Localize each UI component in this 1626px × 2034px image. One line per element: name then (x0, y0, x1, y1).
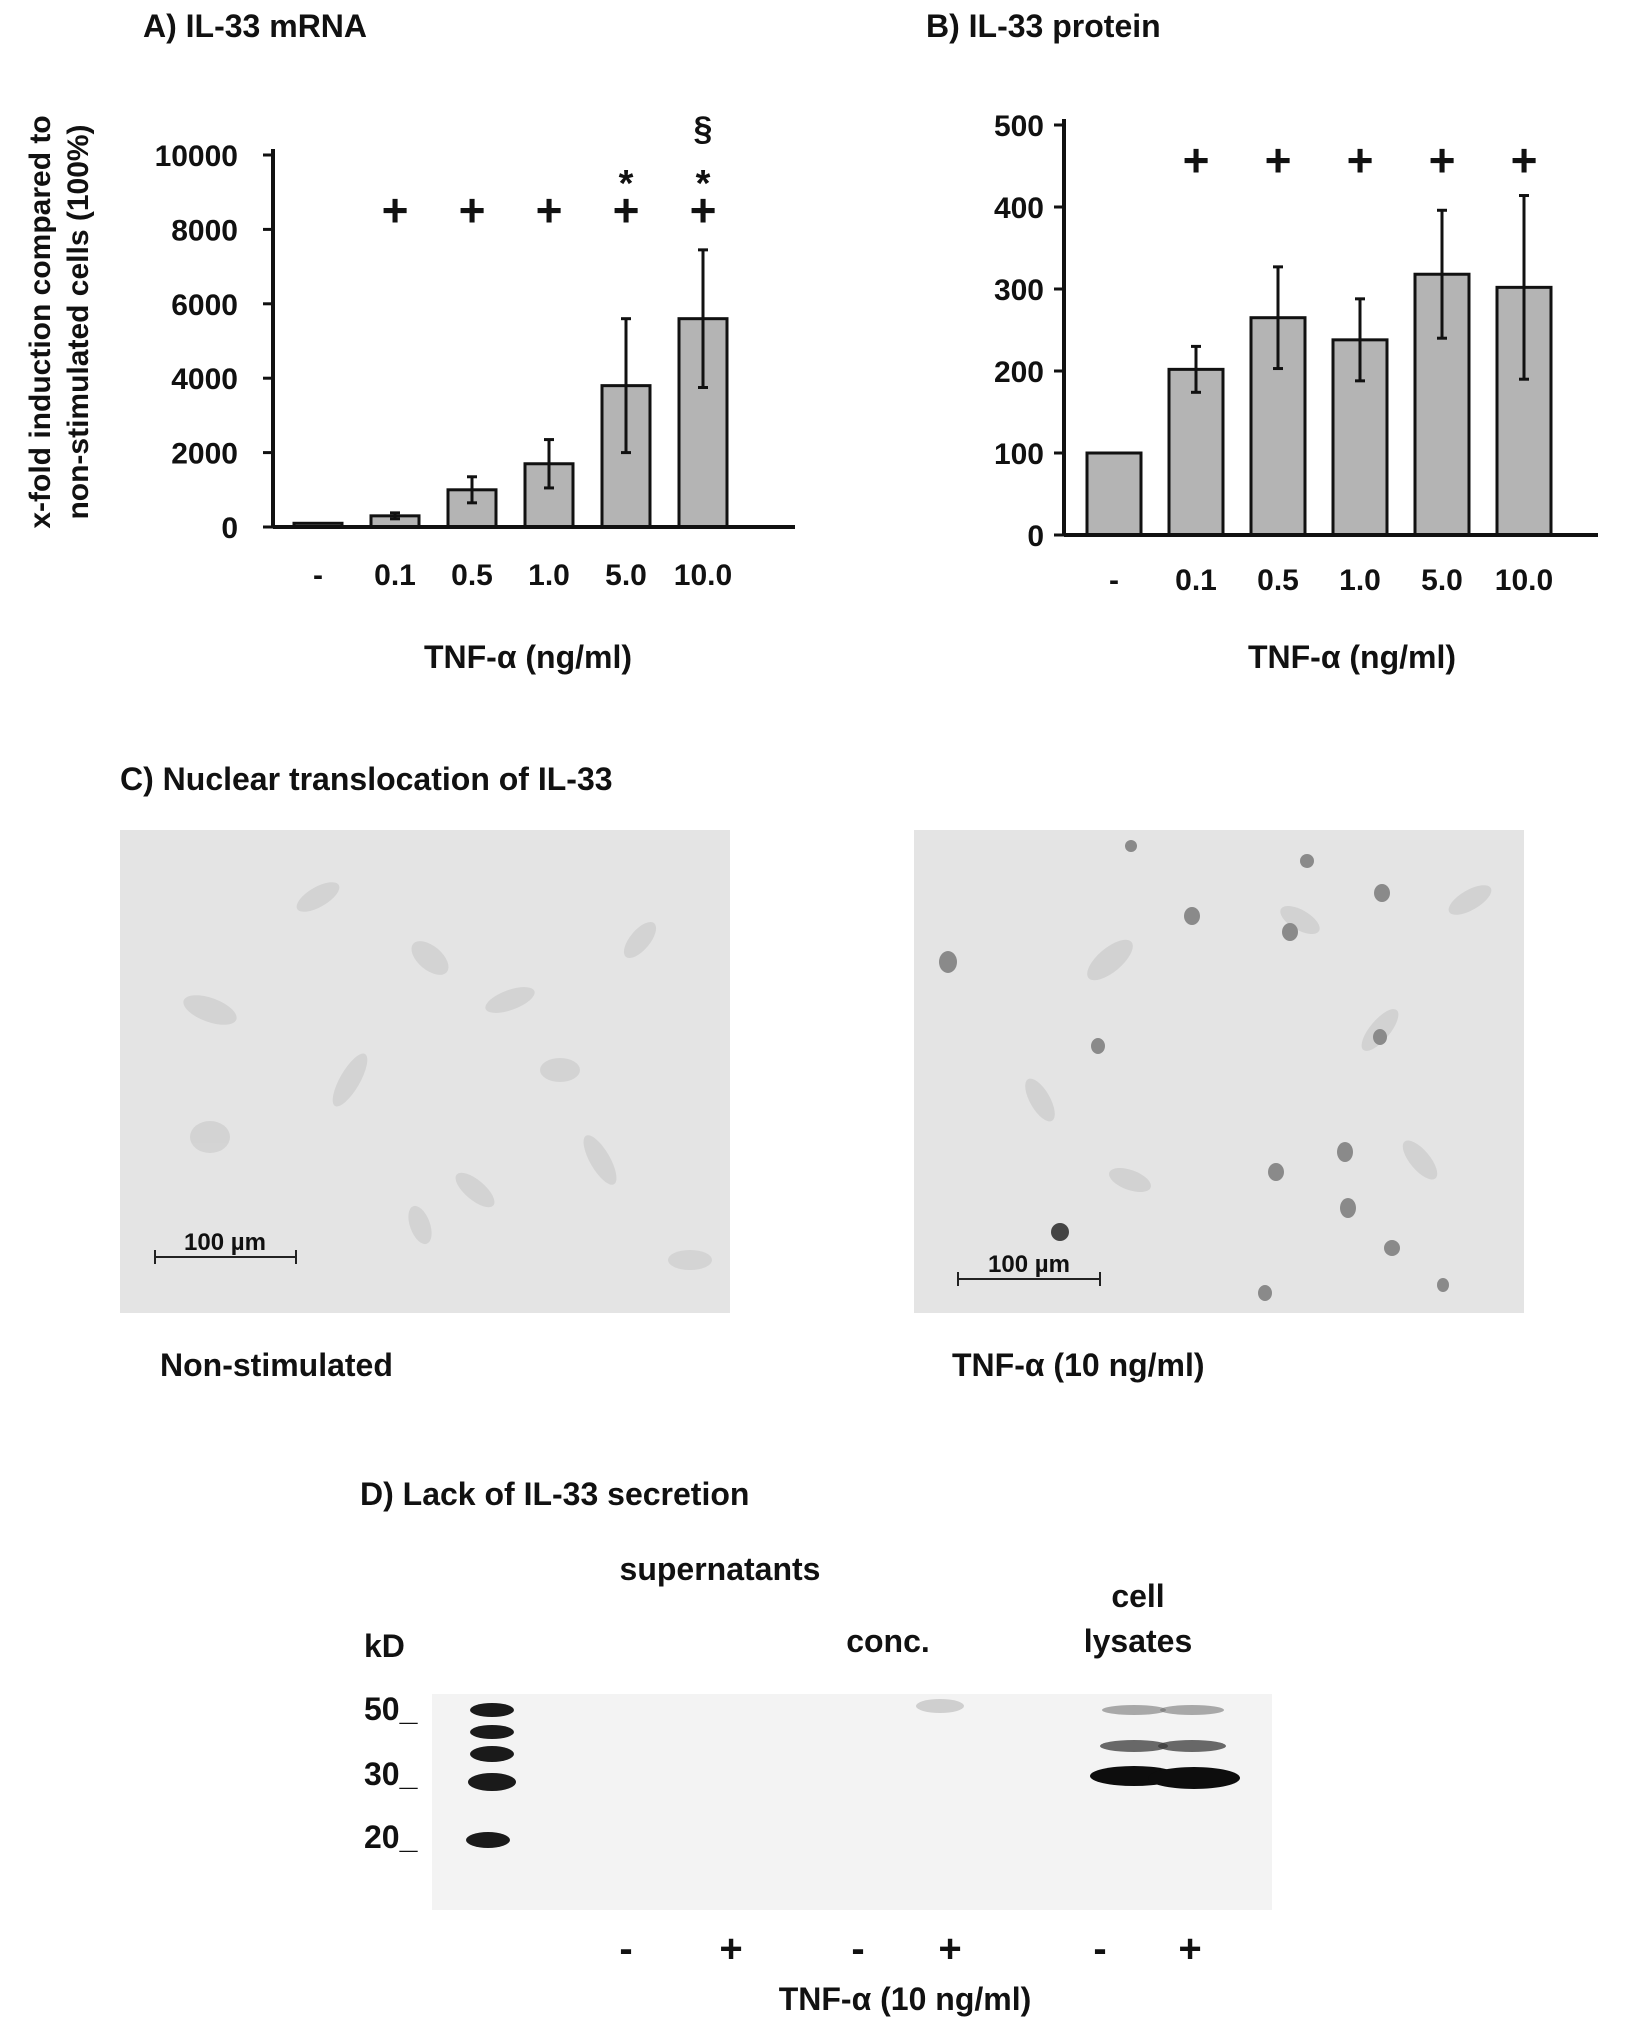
x-tick-label: - (1109, 564, 1119, 597)
panel-a-y-axis: 0 2000 4000 6000 8000 10000 (155, 140, 273, 545)
annotation-plus: + (536, 184, 563, 236)
y-tick-label: 4000 (171, 363, 238, 396)
x-tick-label: 10.0 (1495, 564, 1553, 597)
panel-b-title: B) IL-33 protein (926, 8, 1161, 44)
x-tick-label: 1.0 (528, 559, 570, 592)
panel-a-axes (271, 149, 795, 529)
lane-label: + (719, 1927, 742, 1971)
panel-d-western-blot: D) Lack of IL-33 secretion supernatants … (360, 1476, 1272, 2017)
y-tick-label: 200 (994, 356, 1044, 389)
annotation-star: * (696, 163, 711, 205)
y-tick-label: 10000 (155, 140, 238, 173)
y-tick-label: 500 (994, 110, 1044, 143)
panel-d-xlabel: TNF-α (10 ng/ml) (779, 1981, 1032, 2017)
scale-bar-right-label: 100 µm (988, 1251, 1070, 1278)
label-cell: cell (1111, 1578, 1164, 1614)
label-lysates: lysates (1084, 1623, 1193, 1659)
label-supernatants: supernatants (620, 1551, 821, 1587)
panel-b-x-axis: - 0.1 0.5 1.0 5.0 10.0 (1109, 564, 1553, 597)
panel-b-xlabel: TNF-α (ng/ml) (1248, 639, 1456, 675)
panel-a-title: A) IL-33 mRNA (143, 8, 367, 44)
lane-label: - (619, 1927, 632, 1971)
annotation-plus: + (1429, 134, 1456, 186)
caption-tnf-stimulated: TNF-α (10 ng/ml) (952, 1347, 1205, 1383)
annotation-plus: + (1183, 134, 1210, 186)
lane-label: + (1178, 1927, 1201, 1971)
x-tick-label: 10.0 (674, 559, 732, 592)
y-tick-label: 0 (1027, 520, 1044, 553)
panel-c: C) Nuclear translocation of IL-33 (120, 761, 1524, 1383)
label-conc: conc. (846, 1623, 930, 1659)
panel-a-chart: A) IL-33 mRNA x-fold induction compared … (24, 8, 795, 675)
micrograph-left-cells (183, 882, 712, 1270)
x-tick-label: - (313, 559, 323, 592)
annotation-plus: + (613, 184, 640, 236)
annotation-plus: + (382, 184, 409, 236)
annotation-plus: + (1265, 134, 1292, 186)
bar (1167, 367, 1225, 537)
marker-20: 20_ (364, 1819, 419, 1855)
blot-membrane (432, 1694, 1272, 1910)
panel-b-annotations: + + + + + (1183, 134, 1538, 186)
marker-30: 30_ (364, 1756, 419, 1792)
panel-d-title: D) Lack of IL-33 secretion (360, 1476, 749, 1512)
y-tick-label: 100 (994, 438, 1044, 471)
lane-label: + (938, 1927, 961, 1971)
panel-a-bars (292, 248, 729, 529)
panel-a-ylabel-line1: x-fold induction compared to (24, 115, 57, 528)
caption-non-stimulated: Non-stimulated (160, 1347, 393, 1383)
micrograph-right-background (914, 830, 1524, 1313)
y-tick-label: 0 (221, 512, 238, 545)
y-tick-label: 400 (994, 192, 1044, 225)
y-tick-label: 8000 (171, 214, 238, 247)
panel-b-axes (1062, 119, 1598, 537)
panel-d-lane-labels: - + - + - + (619, 1927, 1201, 1971)
scale-bar-left-label: 100 µm (184, 1229, 266, 1256)
y-tick-label: 6000 (171, 289, 238, 322)
panel-a-x-axis: - 0.1 0.5 1.0 5.0 10.0 (313, 559, 732, 592)
annotation-plus: + (459, 184, 486, 236)
x-tick-label: 0.5 (451, 559, 493, 592)
x-tick-label: 0.5 (1257, 564, 1299, 597)
panel-a-ylabel-line2: non-stimulated cells (100%) (62, 124, 95, 519)
x-tick-label: 1.0 (1339, 564, 1381, 597)
panel-b-bars (1085, 194, 1553, 537)
panel-a-annotations: + + + +* +*§ (382, 110, 717, 236)
lane-label: - (851, 1927, 864, 1971)
micrograph-right-nuclei (939, 840, 1449, 1301)
micrograph-tnf-stimulated: 100 µm (914, 830, 1524, 1313)
panel-b-y-axis: 0 100 200 300 400 500 (994, 110, 1064, 553)
marker-50: 50_ (364, 1691, 419, 1727)
panel-a-xlabel: TNF-α (ng/ml) (424, 639, 632, 675)
annotation-plus: + (690, 184, 717, 236)
x-tick-label: 5.0 (605, 559, 647, 592)
ladder-bands (466, 1703, 516, 1848)
lane-label: - (1093, 1927, 1106, 1971)
annotation-section: § (694, 110, 713, 148)
lysate-bands (916, 1699, 1240, 1789)
label-kd: kD (364, 1628, 405, 1664)
micrograph-non-stimulated: 100 µm (120, 830, 730, 1313)
y-tick-label: 2000 (171, 438, 238, 471)
annotation-star: * (619, 163, 634, 205)
panel-b-chart: B) IL-33 protein 0 100 200 300 400 500 - 0.1 0.… (926, 8, 1598, 675)
micrograph-right-dark-nucleus (1051, 1223, 1069, 1241)
x-tick-label: 0.1 (1175, 564, 1217, 597)
x-tick-label: 5.0 (1421, 564, 1463, 597)
annotation-plus: + (1347, 134, 1374, 186)
x-tick-label: 0.1 (374, 559, 416, 592)
panel-c-title: C) Nuclear translocation of IL-33 (120, 761, 613, 797)
y-tick-label: 300 (994, 274, 1044, 307)
bar (1085, 451, 1143, 537)
annotation-plus: + (1511, 134, 1538, 186)
